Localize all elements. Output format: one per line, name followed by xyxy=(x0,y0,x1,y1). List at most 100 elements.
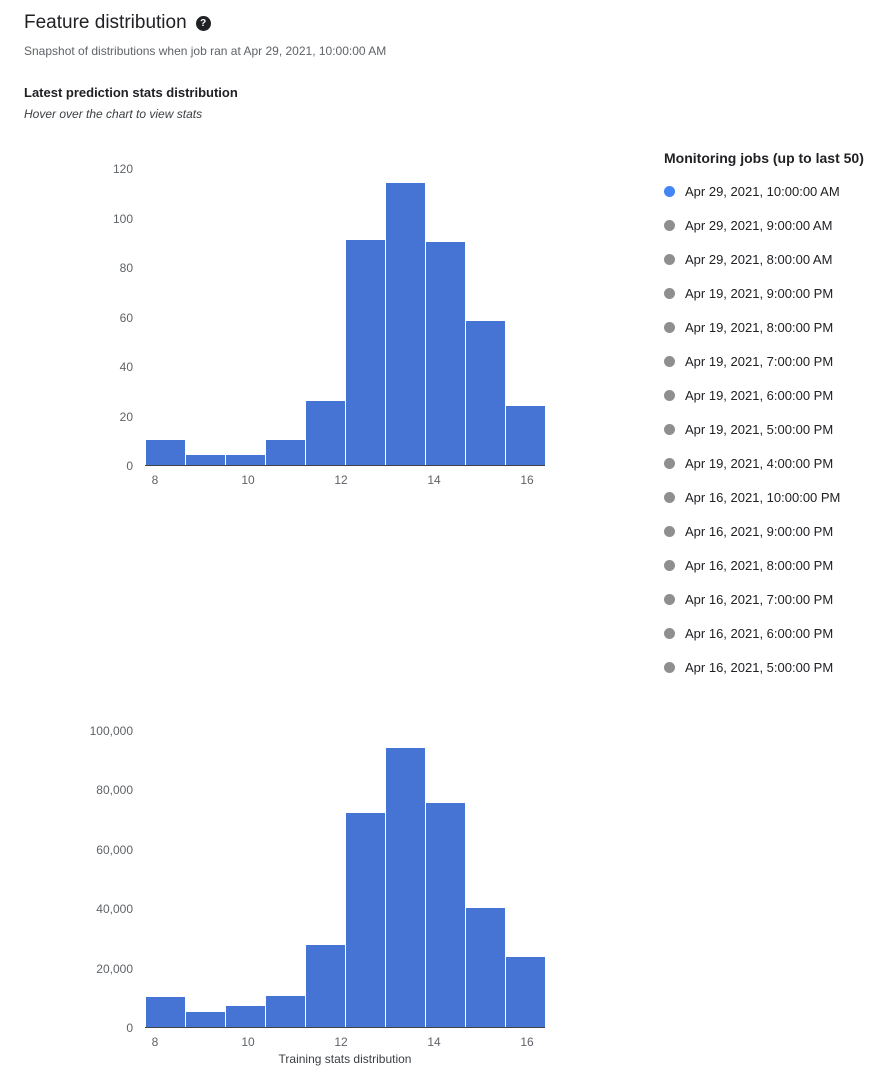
y-axis-tick-label: 80,000 xyxy=(96,783,133,798)
histogram-bar[interactable] xyxy=(185,1012,225,1027)
monitoring-job-item[interactable]: Apr 19, 2021, 4:00:00 PM xyxy=(664,446,886,480)
radio-dot[interactable] xyxy=(664,287,675,299)
y-axis-tick-label: 60 xyxy=(119,310,133,325)
page-title: Feature distribution xyxy=(24,12,187,33)
legend-items: Apr 29, 2021, 10:00:00 AM Apr 29, 2021, 9… xyxy=(664,174,886,684)
monitoring-job-item[interactable]: Apr 16, 2021, 10:00:00 PM xyxy=(664,480,886,514)
section-title: Latest prediction stats distribution xyxy=(24,85,238,100)
radio-dot[interactable] xyxy=(664,627,675,639)
job-timestamp-label: Apr 16, 2021, 7:00:00 PM xyxy=(685,591,834,607)
training-histogram-plot[interactable] xyxy=(145,731,545,1028)
radio-dot[interactable] xyxy=(664,355,675,367)
y-axis-tick-label: 80 xyxy=(119,261,133,275)
radio-dot[interactable] xyxy=(664,593,675,605)
monitoring-job-item[interactable]: Apr 19, 2021, 9:00:00 PM xyxy=(664,276,886,310)
x-axis: 8 10 12 14 16 xyxy=(145,473,545,487)
histogram-bar[interactable] xyxy=(505,957,545,1027)
job-timestamp-label: Apr 19, 2021, 8:00:00 PM xyxy=(685,319,834,335)
histogram-bar[interactable] xyxy=(425,803,465,1027)
job-timestamp-label: Apr 29, 2021, 10:00:00 AM xyxy=(685,183,840,199)
x-axis-tick-label: 12 xyxy=(334,473,348,487)
y-axis-tick-label: 40,000 xyxy=(96,902,133,917)
job-timestamp-label: Apr 19, 2021, 5:00:00 PM xyxy=(685,421,834,437)
radio-dot[interactable] xyxy=(664,321,675,333)
radio-dot-selected[interactable] xyxy=(664,185,675,197)
job-timestamp-label: Apr 16, 2021, 6:00:00 PM xyxy=(685,625,834,641)
y-axis-tick-label: 20 xyxy=(119,409,133,424)
x-axis-tick-label: 14 xyxy=(427,1035,441,1049)
monitoring-job-item[interactable]: Apr 16, 2021, 9:00:00 PM xyxy=(664,514,886,548)
y-axis-tick-label: 100 xyxy=(112,211,133,226)
monitoring-job-item[interactable]: Apr 19, 2021, 7:00:00 PM xyxy=(664,344,886,378)
snapshot-subtitle: Snapshot of distributions when job ran a… xyxy=(24,44,387,58)
prediction-histogram-plot[interactable] xyxy=(145,169,545,466)
x-axis: 8 10 12 14 16 xyxy=(145,1035,545,1049)
histogram-bar[interactable] xyxy=(145,997,185,1027)
radio-dot[interactable] xyxy=(664,389,675,401)
monitoring-job-item[interactable]: Apr 29, 2021, 8:00:00 AM xyxy=(664,242,886,276)
monitoring-job-item[interactable]: Apr 19, 2021, 8:00:00 PM xyxy=(664,310,886,344)
x-axis-tick-label: 8 xyxy=(151,473,159,487)
hover-hint: Hover over the chart to view stats xyxy=(24,107,203,121)
x-axis-tick-label: 10 xyxy=(241,1035,255,1049)
histogram-bar[interactable] xyxy=(345,813,385,1027)
monitoring-job-item[interactable]: Apr 16, 2021, 7:00:00 PM xyxy=(664,582,886,616)
legend-title: Monitoring jobs (up to last 50) xyxy=(664,150,864,166)
monitoring-job-item[interactable]: Apr 29, 2021, 9:00:00 AM xyxy=(664,208,886,242)
histogram-bar[interactable] xyxy=(265,440,305,465)
y-axis: 0 20 40 60 80 100 120 xyxy=(53,162,133,473)
radio-dot[interactable] xyxy=(664,219,675,231)
prediction-stats-histogram: 0 20 40 60 80 100 120 8 10 12 14 16 xyxy=(113,162,545,487)
histogram-bar[interactable] xyxy=(345,240,385,465)
histogram-bar[interactable] xyxy=(185,455,225,465)
x-axis-tick-label: 10 xyxy=(241,473,255,487)
monitoring-job-item[interactable]: Apr 19, 2021, 6:00:00 PM xyxy=(664,378,886,412)
radio-dot[interactable] xyxy=(664,491,675,503)
monitoring-job-item[interactable]: Apr 16, 2021, 6:00:00 PM xyxy=(664,616,886,650)
histogram-bar[interactable] xyxy=(225,1006,265,1027)
histogram-bar[interactable] xyxy=(425,242,465,465)
histogram-bar[interactable] xyxy=(305,945,345,1027)
monitoring-job-item[interactable]: Apr 16, 2021, 5:00:00 PM xyxy=(664,650,886,684)
radio-dot[interactable] xyxy=(664,423,675,435)
monitoring-job-item[interactable]: Apr 16, 2021, 8:00:00 PM xyxy=(664,548,886,582)
histogram-bar[interactable] xyxy=(465,908,505,1027)
histogram-bar[interactable] xyxy=(225,455,265,465)
histogram-bar[interactable] xyxy=(385,183,425,465)
monitoring-job-item[interactable]: Apr 29, 2021, 10:00:00 AM xyxy=(664,174,886,208)
radio-dot[interactable] xyxy=(664,253,675,265)
monitoring-job-item[interactable]: Apr 19, 2021, 5:00:00 PM xyxy=(664,412,886,446)
job-timestamp-label: Apr 16, 2021, 8:00:00 PM xyxy=(685,557,834,573)
histogram-bar[interactable] xyxy=(145,440,185,465)
x-axis-tick-label: 16 xyxy=(520,1035,534,1049)
y-axis-tick-label: 0 xyxy=(126,1021,133,1035)
histogram-bar[interactable] xyxy=(505,406,545,465)
radio-dot[interactable] xyxy=(664,457,675,469)
job-timestamp-label: Apr 19, 2021, 6:00:00 PM xyxy=(685,387,834,403)
page-header: Feature distribution ? xyxy=(24,12,211,34)
monitoring-jobs-panel: Monitoring jobs (up to last 50) Apr 29, … xyxy=(664,150,886,684)
radio-dot[interactable] xyxy=(664,661,675,673)
x-axis-tick-label: 12 xyxy=(334,1035,348,1049)
histogram-bar[interactable] xyxy=(305,401,345,465)
histogram-bar[interactable] xyxy=(265,996,305,1027)
job-timestamp-label: Apr 19, 2021, 4:00:00 PM xyxy=(685,455,834,471)
y-axis-tick-label: 60,000 xyxy=(96,842,133,857)
histogram-bar[interactable] xyxy=(385,748,425,1027)
x-axis-tick-label: 8 xyxy=(151,1035,159,1049)
help-icon[interactable]: ? xyxy=(195,15,211,31)
radio-dot[interactable] xyxy=(664,525,675,537)
job-timestamp-label: Apr 16, 2021, 5:00:00 PM xyxy=(685,659,834,675)
y-axis-tick-label: 40 xyxy=(119,360,133,374)
job-timestamp-label: Apr 16, 2021, 10:00:00 PM xyxy=(685,489,841,505)
x-axis-title: Training stats distribution xyxy=(278,1052,412,1066)
radio-dot[interactable] xyxy=(664,559,675,571)
x-axis-tick-label: 14 xyxy=(427,473,441,487)
job-timestamp-label: Apr 29, 2021, 9:00:00 AM xyxy=(685,217,833,233)
y-axis-tick-label: 0 xyxy=(126,459,133,473)
y-axis-tick-label: 120 xyxy=(112,162,133,176)
x-axis-tick-label: 16 xyxy=(520,473,534,487)
job-timestamp-label: Apr 19, 2021, 9:00:00 PM xyxy=(685,285,834,301)
histogram-bar[interactable] xyxy=(465,321,505,465)
y-axis-tick-label: 20,000 xyxy=(96,961,133,976)
